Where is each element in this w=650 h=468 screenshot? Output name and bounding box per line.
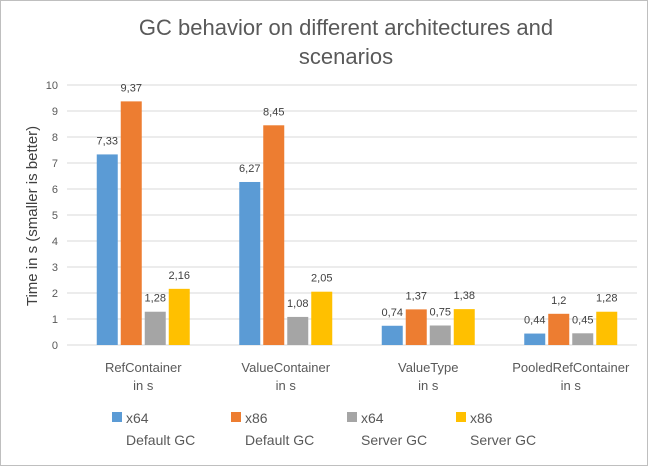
category-label: ValueType — [398, 360, 458, 375]
category-label: ValueContainer — [241, 360, 330, 375]
data-label: 1,28 — [596, 293, 617, 305]
gridlines: 0 1 2 3 4 5 6 7 8 9 10 — [46, 80, 637, 352]
data-label: 0,45 — [572, 314, 593, 326]
bar — [381, 325, 403, 345]
category-label-unit: in s — [133, 378, 154, 393]
y-tick-label: 7 — [52, 158, 58, 170]
bar — [239, 181, 261, 345]
data-label: 8,45 — [263, 106, 284, 118]
bar — [263, 125, 285, 345]
y-axis-label: Time in s (smaller is better) — [24, 126, 41, 306]
data-label: 0,75 — [430, 307, 451, 319]
chart-title-line-2: scenarios — [299, 44, 393, 69]
legend-label: x86 — [470, 410, 493, 426]
legend-swatch — [231, 412, 241, 422]
legend-label: x64 — [126, 410, 149, 426]
y-tick-label: 6 — [52, 184, 58, 196]
chart-title-line-1: GC behavior on different architectures a… — [139, 15, 553, 40]
y-tick-label: 8 — [52, 132, 58, 144]
bar — [596, 311, 618, 345]
data-label: 2,16 — [169, 270, 190, 282]
bar — [96, 154, 118, 345]
legend-label: x64 — [361, 410, 384, 426]
data-label: 1,38 — [454, 290, 475, 302]
y-tick-label: 9 — [52, 106, 58, 118]
legend-label-detail: Server GC — [361, 432, 427, 448]
bar — [287, 316, 309, 345]
category-label-unit: in s — [561, 378, 582, 393]
legend-label-detail: Default GC — [245, 432, 314, 448]
y-tick-label: 0 — [52, 340, 58, 352]
data-label: 1,37 — [406, 290, 427, 302]
data-label: 6,27 — [239, 163, 260, 175]
category-labels: RefContainer in s ValueContainer in s ValueT… — [105, 360, 630, 393]
data-label: 9,37 — [121, 82, 142, 94]
category-label-unit: in s — [276, 378, 297, 393]
bar — [144, 311, 166, 345]
category-label: RefContainer — [105, 360, 182, 375]
y-tick-label: 5 — [52, 210, 58, 222]
bar — [168, 288, 190, 345]
data-label: 0,74 — [382, 307, 403, 319]
bar — [120, 101, 142, 345]
bar — [572, 333, 594, 345]
data-label: 1,28 — [145, 293, 166, 305]
y-tick-label: 4 — [52, 236, 58, 248]
data-labels: 7,339,371,282,166,278,451,082,050,741,37… — [97, 82, 618, 326]
category-label-unit: in s — [418, 378, 439, 393]
data-label: 0,44 — [524, 315, 545, 327]
data-label: 1,08 — [287, 298, 308, 310]
data-label: 1,2 — [551, 295, 566, 307]
bars — [96, 101, 618, 345]
legend-swatch — [112, 412, 122, 422]
y-tick-label: 1 — [52, 314, 58, 326]
data-label: 7,33 — [97, 135, 118, 147]
bar — [453, 309, 475, 345]
bar — [405, 309, 427, 345]
legend-label-detail: Default GC — [126, 432, 195, 448]
category-label: PooledRefContainer — [512, 360, 630, 375]
y-tick-label: 3 — [52, 262, 58, 274]
bar — [429, 325, 451, 345]
y-tick-label: 10 — [46, 80, 58, 92]
bar — [548, 313, 570, 345]
legend-label: x86 — [245, 410, 268, 426]
legend: x64 Default GC x86 Default GC x64 Server GC x8… — [112, 410, 536, 448]
y-tick-label: 2 — [52, 288, 58, 300]
legend-swatch — [347, 412, 357, 422]
bar — [524, 333, 546, 345]
legend-label-detail: Server GC — [470, 432, 536, 448]
data-label: 2,05 — [311, 273, 332, 285]
bar — [311, 291, 333, 345]
legend-swatch — [456, 412, 466, 422]
